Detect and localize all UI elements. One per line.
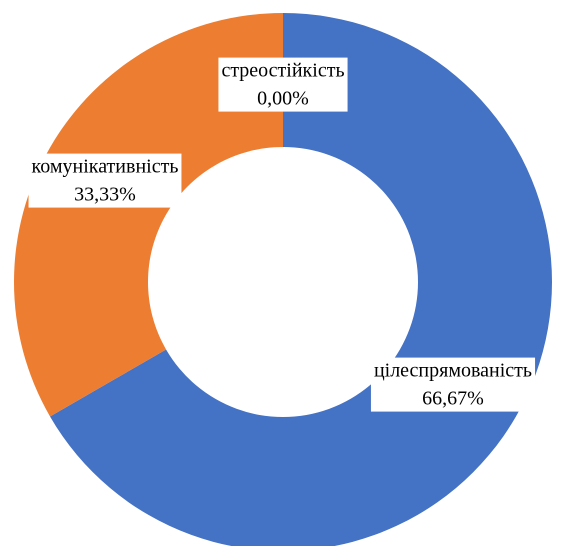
label-background [370,357,536,412]
value-label: 66,67% [422,388,484,410]
labels: цілеспрямованість 66,67% комунікативність 3… [28,57,536,412]
slice [50,13,552,546]
label-background [218,57,348,112]
slice [13,13,283,417]
value-label: 33,33% [74,184,136,206]
slices [13,13,552,546]
category-label: комунікативність [32,156,179,178]
value-label: 0,00% [257,88,309,110]
label-background [28,153,182,208]
category-label: стреостійкість [221,60,344,82]
category-label: цілеспрямованість [374,360,532,382]
